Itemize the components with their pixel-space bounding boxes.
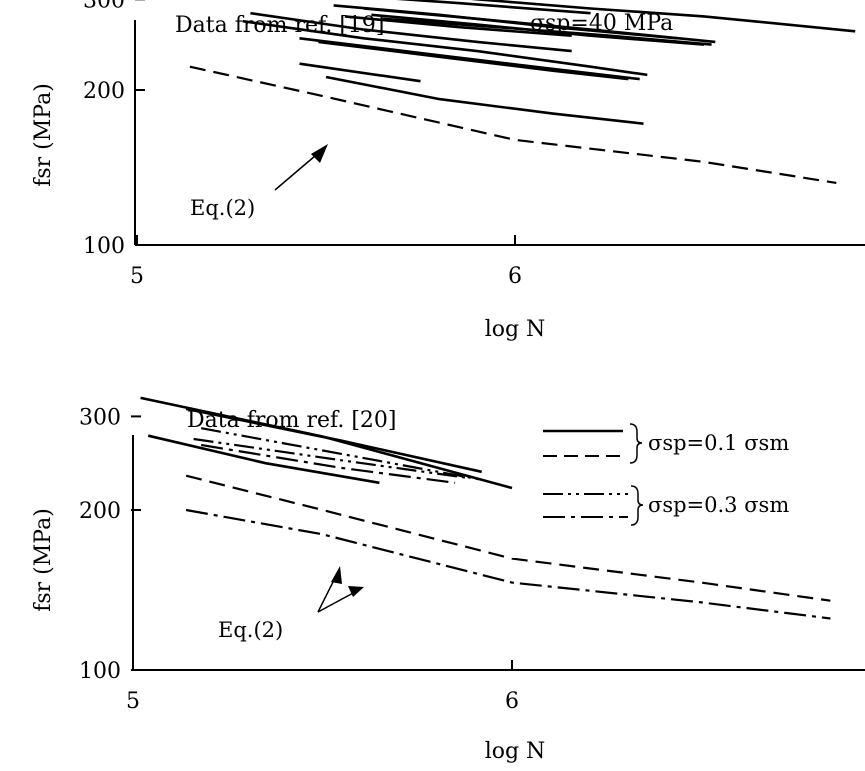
series-group bbox=[189, 0, 856, 184]
axis-ticks: 100 200 300 5 6 bbox=[83, 0, 522, 289]
series-line-3 bbox=[147, 434, 380, 485]
y-tick-label: 100 bbox=[83, 234, 125, 259]
series-line-9 bbox=[242, 19, 648, 77]
series-line-4 bbox=[363, 7, 716, 44]
series-line-10 bbox=[299, 37, 640, 81]
series-line-13 bbox=[325, 75, 644, 125]
x-tick-label: 5 bbox=[130, 264, 144, 289]
y-tick-label: 200 bbox=[83, 79, 125, 104]
series-group bbox=[140, 396, 831, 620]
chart-title: Data from ref. [20] bbox=[187, 408, 397, 433]
series-line-2 bbox=[396, 0, 591, 15]
chart-panel-ref-20: 100 200 300 5 6 Data from ref. [20] log N fs… bbox=[31, 396, 865, 764]
y-tick-label: 300 bbox=[79, 405, 121, 430]
x-tick-label: 5 bbox=[126, 689, 140, 714]
series-line-5 bbox=[193, 437, 467, 479]
equation-annotation: Eq.(2) bbox=[218, 618, 283, 642]
axis-ticks: 100 200 300 5 6 bbox=[79, 405, 519, 714]
x-axis-label: log N bbox=[485, 739, 546, 764]
y-tick-label: 100 bbox=[79, 659, 121, 684]
annotation-arrowhead bbox=[348, 586, 364, 597]
x-tick-label: 6 bbox=[505, 689, 519, 714]
equation-annotation: Eq.(2) bbox=[190, 196, 255, 220]
chart-title: Data from ref. [19] bbox=[175, 13, 385, 38]
series-line-1 bbox=[470, 0, 856, 33]
y-tick-label: 300 bbox=[83, 0, 125, 13]
series-line-4 bbox=[201, 427, 482, 481]
series-line-6 bbox=[201, 443, 456, 484]
y-axis-label: fsr (MPa) bbox=[31, 508, 56, 612]
legend-brace bbox=[630, 485, 644, 526]
series-line-8 bbox=[250, 11, 572, 53]
series-line-6 bbox=[382, 17, 712, 46]
series-line-2 bbox=[185, 407, 482, 474]
annotation-arrowhead bbox=[311, 144, 328, 163]
series-line-12 bbox=[299, 62, 421, 83]
legend: σsp=0.1 σsm σsp=0.3 σsm bbox=[543, 423, 789, 526]
legend-label: σsp=0.3 σsm bbox=[648, 493, 789, 517]
legend-brace bbox=[629, 423, 643, 464]
annotation-arrow-line bbox=[317, 591, 356, 613]
series-line-7 bbox=[185, 474, 831, 602]
y-axis-label: fsr (MPa) bbox=[31, 83, 56, 187]
chart-subtitle: σsp=40 MPa bbox=[530, 11, 673, 36]
series-line-11 bbox=[318, 40, 629, 81]
y-tick-label: 200 bbox=[79, 499, 121, 524]
chart-panel-ref-19: 100 200 300 5 6 Data from ref. [19] σsp=40 M… bbox=[31, 0, 865, 342]
x-tick-label: 6 bbox=[508, 264, 522, 289]
series-line-8 bbox=[185, 508, 831, 620]
legend-label: σsp=0.1 σsm bbox=[648, 431, 789, 455]
series-line-14 bbox=[189, 65, 837, 184]
series-line-7 bbox=[344, 15, 572, 37]
x-axis-label: log N bbox=[485, 317, 546, 342]
annotation-arrowhead bbox=[331, 566, 342, 584]
